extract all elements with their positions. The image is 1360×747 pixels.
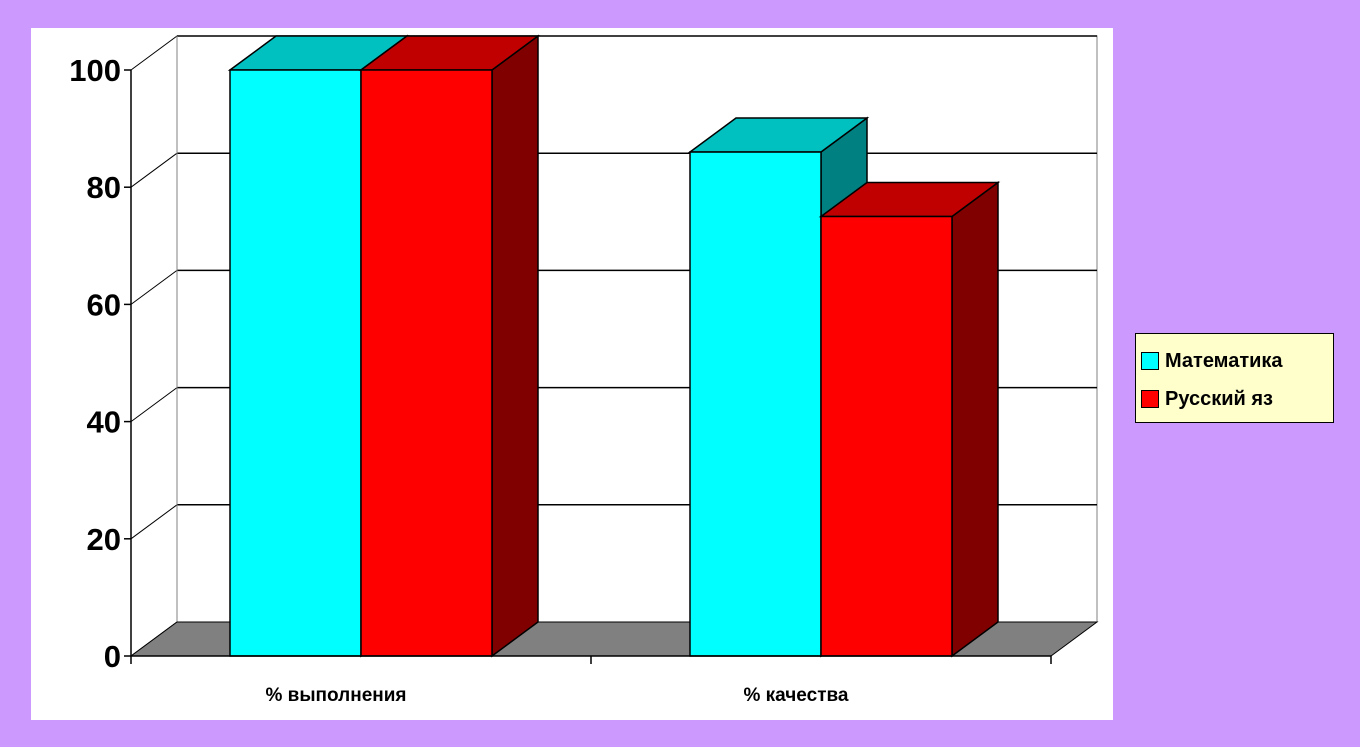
bar-side	[951, 181, 999, 658]
bar-front	[229, 69, 362, 657]
gridline-side	[130, 504, 178, 540]
y-tick-label: 60	[87, 287, 121, 322]
bar	[818, 181, 1001, 658]
bar-front	[689, 151, 822, 657]
plot-area: 0 20 40 60 80 100 % выполнения % качества	[31, 28, 1113, 720]
y-tick-label: 100	[69, 53, 121, 88]
gridline-side	[130, 35, 178, 71]
legend-swatch-math	[1141, 352, 1159, 370]
x-tick-label: % выполнения	[265, 685, 406, 706]
legend-item-math: Математика	[1141, 342, 1327, 380]
gridline-side	[130, 269, 178, 305]
y-tick-label: 0	[104, 639, 121, 674]
legend-label-russian: Русский яз	[1165, 387, 1273, 410]
legend-swatch-russian	[1141, 390, 1159, 408]
bar-front	[820, 215, 953, 657]
bar-front	[360, 69, 493, 657]
bar-side	[491, 34, 539, 658]
chart-svg: 0 20 40 60 80 100 % выполнения % качества	[69, 34, 1099, 706]
legend-item-russian: Русский яз	[1141, 380, 1327, 418]
legend: Математика Русский яз	[1135, 333, 1334, 423]
x-tick-label: % качества	[744, 685, 849, 706]
legend-label-math: Математика	[1165, 349, 1283, 372]
gridline-side	[130, 387, 178, 423]
y-tick-label: 40	[87, 405, 121, 440]
bar	[358, 34, 541, 658]
y-tick-label: 80	[87, 170, 121, 205]
y-tick-label: 20	[87, 522, 121, 557]
gridline-side	[130, 152, 178, 188]
